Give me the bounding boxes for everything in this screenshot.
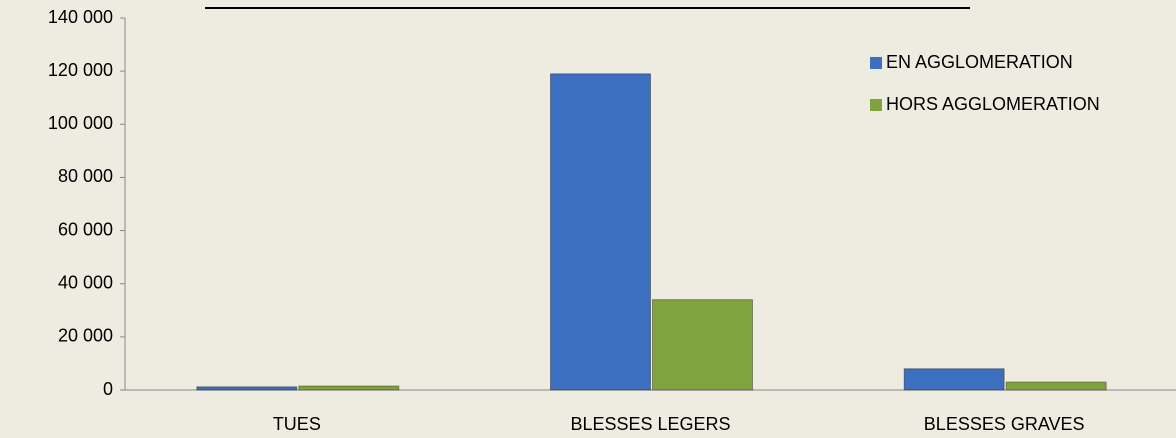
bar [298, 385, 400, 391]
legend-swatch [870, 57, 882, 69]
y-tick-label: 0 [103, 379, 113, 399]
y-tick-label: 60 000 [58, 219, 113, 239]
x-tick-label: BLESSES GRAVES [924, 414, 1085, 434]
y-tick-label: 120 000 [48, 60, 113, 80]
bar [550, 73, 651, 391]
y-tick-label: 20 000 [58, 326, 113, 346]
y-tick-label: 100 000 [48, 113, 113, 133]
y-tick-label: 140 000 [48, 7, 113, 27]
x-tick-label: BLESSES LEGERS [570, 414, 730, 434]
legend-swatch [870, 99, 882, 111]
bar [1005, 381, 1107, 391]
x-tick-label: TUES [273, 414, 321, 434]
y-tick-label: 80 000 [58, 166, 113, 186]
bar [903, 368, 1005, 391]
bar [196, 386, 298, 391]
legend-label: EN AGGLOMERATION [886, 52, 1073, 72]
bar [652, 299, 753, 391]
y-tick-label: 40 000 [58, 272, 113, 292]
legend-label: HORS AGGLOMERATION [886, 94, 1100, 114]
